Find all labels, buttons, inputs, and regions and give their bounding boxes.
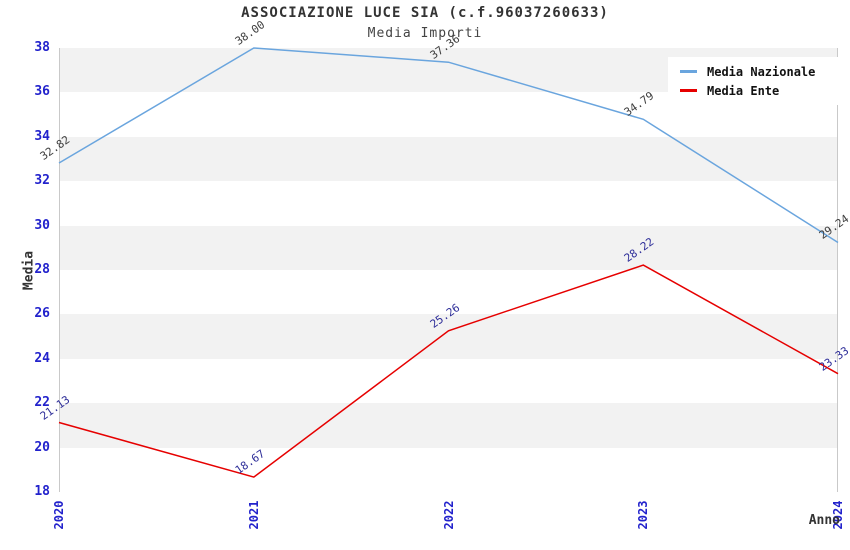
y-tick-label: 26 — [34, 306, 50, 322]
legend-item-media-nazionale: Media Nazionale — [680, 62, 850, 81]
grid-band — [60, 403, 837, 448]
grid-band — [60, 136, 837, 182]
x-tick-label: 2020 — [52, 500, 66, 530]
media-nazionale-line-marker-icon — [680, 70, 697, 73]
y-tick-label: 24 — [34, 350, 50, 366]
x-tick-label: 2023 — [636, 500, 651, 530]
y-tick-label: 20 — [34, 439, 50, 455]
grid-band — [60, 225, 837, 270]
y-tick-label: 36 — [34, 84, 50, 100]
x-axis-title: Anno — [808, 513, 840, 528]
grid-band — [60, 447, 837, 492]
media-ente-line-marker-icon — [680, 89, 697, 92]
y-tick-label: 28 — [34, 262, 50, 277]
y-tick-label: 22 — [34, 395, 50, 411]
grid-band — [60, 181, 837, 226]
x-tick-label: 2021 — [246, 500, 261, 530]
chart-title: ASSOCIAZIONE LUCE SIA (c.f.96037260633) — [241, 5, 609, 21]
plot-area — [59, 48, 838, 492]
y-tick-label: 38 — [34, 40, 50, 55]
legend-label-media-nazionale: Media Nazionale — [707, 64, 816, 79]
y-tick-label: 18 — [34, 484, 50, 499]
y-tick-label: 30 — [34, 217, 50, 233]
legend: Media Nazionale Media Ente — [668, 57, 850, 105]
legend-label-media-ente: Media Ente — [707, 83, 780, 98]
chart-subtitle: Media Importi — [367, 26, 483, 41]
y-axis-title: Media — [21, 250, 37, 291]
y-tick-label: 34 — [34, 128, 50, 144]
x-tick-label: 2022 — [441, 500, 456, 530]
grid-band — [60, 358, 837, 404]
y-tick-label: 32 — [34, 173, 50, 189]
legend-item-media-ente: Media Ente — [680, 81, 850, 100]
